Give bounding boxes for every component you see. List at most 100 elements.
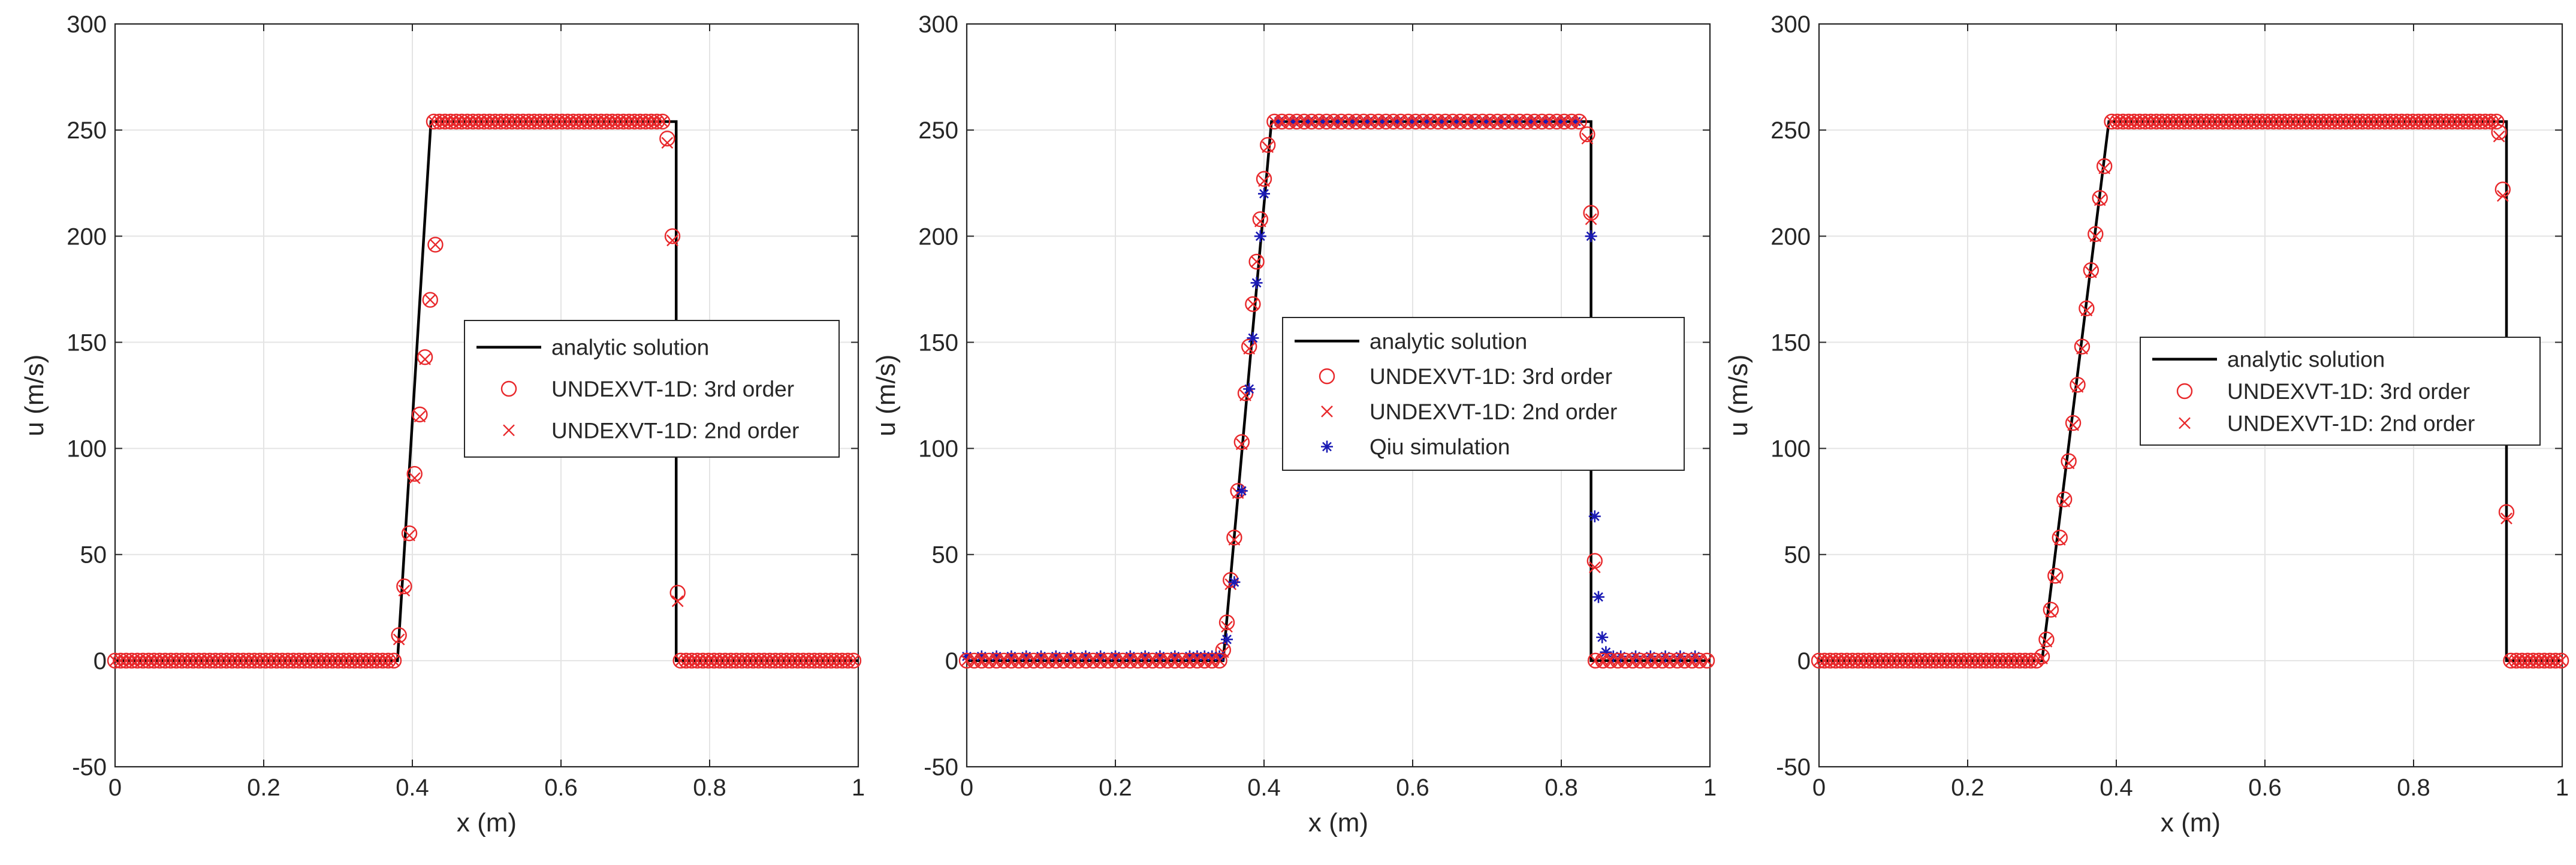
third-order-point xyxy=(762,652,778,669)
third-order-point xyxy=(1222,572,1239,588)
second-order-point xyxy=(736,655,748,667)
third-order-point xyxy=(2293,113,2309,130)
second-order-point xyxy=(572,116,585,128)
y-tick-label: 100 xyxy=(67,436,107,462)
qiu-point xyxy=(1600,646,1612,658)
second-order-point xyxy=(674,655,687,667)
third-order-point xyxy=(280,652,296,669)
second-order-point xyxy=(1863,655,1875,667)
second-order-point xyxy=(2030,655,2043,667)
third-order-point xyxy=(604,113,620,130)
third-order-point xyxy=(2433,113,2449,130)
second-order-point xyxy=(2122,116,2135,128)
qiu-point xyxy=(1272,115,1285,128)
second-order-point xyxy=(2538,655,2551,667)
second-order-point xyxy=(2223,116,2235,128)
legend: analytic solution UNDEXVT-1D: 3rd order UN… xyxy=(464,320,840,458)
third-order-point xyxy=(437,113,453,130)
second-order-point xyxy=(506,116,518,128)
third-order-point xyxy=(146,652,162,669)
third-order-point xyxy=(593,113,610,130)
third-order-point xyxy=(648,113,665,130)
y-tick-label: 100 xyxy=(1770,436,1811,462)
third-order-point xyxy=(654,113,671,130)
x-tick-label: 0.6 xyxy=(2248,775,2282,801)
qiu-point xyxy=(1555,115,1567,128)
second-order-point xyxy=(819,655,832,667)
third-order-point xyxy=(341,652,357,669)
qiu-point xyxy=(1392,115,1404,128)
third-order-point xyxy=(1861,652,1877,669)
series-undexvt-1d-3rd-order xyxy=(1215,126,1603,658)
third-order-point xyxy=(587,113,604,130)
third-order-point xyxy=(257,652,274,669)
third-order-point xyxy=(396,578,412,595)
third-order-point xyxy=(385,652,402,669)
second-order-point xyxy=(1919,655,1931,667)
third-order-point xyxy=(2143,113,2159,130)
axes-box xyxy=(114,23,859,768)
third-order-point xyxy=(2047,567,2064,584)
qiu-point xyxy=(1377,115,1389,128)
third-order-point xyxy=(2360,113,2376,130)
legend-entry-undexvt-1d-3rd-order: UNDEXVT-1D: 3rd order xyxy=(1370,364,1612,389)
third-order-point xyxy=(2288,113,2304,130)
second-order-point xyxy=(841,655,854,667)
second-order-point xyxy=(332,655,344,667)
third-order-point xyxy=(2455,113,2471,130)
third-order-point xyxy=(1939,652,1956,669)
second-order-point xyxy=(623,116,635,128)
legend-key-undexvt-1d-3rd-order xyxy=(2176,383,2193,400)
second-order-point xyxy=(1991,655,2004,667)
third-order-point xyxy=(695,652,711,669)
third-order-point xyxy=(2460,113,2477,130)
third-order-point xyxy=(834,652,850,669)
third-order-point xyxy=(358,652,374,669)
second-order-point xyxy=(1228,534,1241,546)
second-order-point xyxy=(2239,116,2252,128)
third-order-point xyxy=(422,292,438,308)
third-order-point xyxy=(2052,530,2068,546)
second-order-point xyxy=(686,655,698,667)
second-order-point xyxy=(2323,116,2336,128)
second-order-point xyxy=(1857,655,1870,667)
third-order-point xyxy=(2438,113,2454,130)
third-order-point xyxy=(2070,377,2086,393)
second-order-point xyxy=(388,655,400,667)
second-order-point xyxy=(1213,655,1226,667)
second-order-point xyxy=(2418,116,2430,128)
second-order-point xyxy=(2071,380,2084,393)
third-order-point xyxy=(1989,652,2005,669)
third-order-point xyxy=(711,652,728,669)
third-order-point xyxy=(1822,652,1838,669)
second-order-point xyxy=(2058,495,2071,507)
second-order-point xyxy=(1869,655,1881,667)
third-order-point xyxy=(2366,113,2382,130)
second-order-point xyxy=(293,655,305,667)
second-order-point xyxy=(403,529,415,542)
second-order-point xyxy=(2533,655,2545,667)
second-order-point xyxy=(584,116,596,128)
third-order-point xyxy=(2170,113,2187,130)
third-order-point xyxy=(664,228,681,244)
third-order-point xyxy=(157,652,173,669)
third-order-point xyxy=(2466,113,2483,130)
second-order-point xyxy=(2008,655,2020,667)
legend-key-undexvt-1d-3rd-order xyxy=(500,380,517,397)
second-order-point xyxy=(511,116,524,128)
third-order-point xyxy=(174,652,190,669)
third-order-point xyxy=(845,652,862,669)
second-order-point xyxy=(725,655,737,667)
second-order-point xyxy=(2362,116,2375,128)
y-tick-label: 100 xyxy=(918,436,958,462)
y-tick-label: 300 xyxy=(67,11,107,38)
second-order-point xyxy=(408,472,421,485)
qiu-point xyxy=(1436,115,1449,128)
second-order-point xyxy=(309,655,322,667)
third-order-point xyxy=(2056,491,2073,507)
legend-entry-analytic-solution: analytic solution xyxy=(2227,347,2385,372)
third-order-point xyxy=(2193,113,2209,130)
legend-entry-undexvt-1d-2nd-order: UNDEXVT-1D: 2nd order xyxy=(2227,411,2475,435)
x-tick-label: 0 xyxy=(960,775,973,801)
second-order-point xyxy=(2357,116,2369,128)
